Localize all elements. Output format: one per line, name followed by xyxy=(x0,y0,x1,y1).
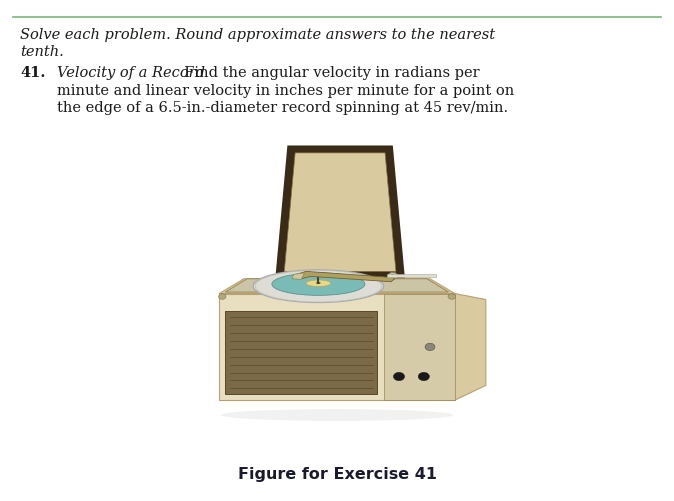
Bar xyxy=(384,294,455,400)
Circle shape xyxy=(388,273,398,280)
Circle shape xyxy=(448,294,456,300)
Circle shape xyxy=(419,373,429,381)
Ellipse shape xyxy=(317,283,320,284)
Circle shape xyxy=(218,294,226,300)
Polygon shape xyxy=(284,154,396,272)
Polygon shape xyxy=(275,146,405,282)
Ellipse shape xyxy=(253,271,384,303)
Polygon shape xyxy=(297,272,394,282)
Polygon shape xyxy=(225,279,449,293)
Ellipse shape xyxy=(255,271,381,303)
Bar xyxy=(225,312,377,394)
Text: 41.: 41. xyxy=(20,66,46,80)
Circle shape xyxy=(425,344,435,351)
Polygon shape xyxy=(455,294,486,400)
Text: Figure for Exercise 41: Figure for Exercise 41 xyxy=(237,466,437,481)
Ellipse shape xyxy=(272,273,365,296)
Ellipse shape xyxy=(306,281,331,287)
Circle shape xyxy=(394,373,404,381)
Ellipse shape xyxy=(221,409,453,421)
Polygon shape xyxy=(219,294,455,400)
Polygon shape xyxy=(387,275,436,278)
Text: Solve each problem. Round approximate answers to the nearest: Solve each problem. Round approximate an… xyxy=(20,28,495,42)
Text: Find the angular velocity in radians per: Find the angular velocity in radians per xyxy=(175,66,480,80)
Polygon shape xyxy=(292,273,305,280)
Text: the edge of a 6.5-in.-diameter record spinning at 45 rev/min.: the edge of a 6.5-in.-diameter record sp… xyxy=(57,101,508,115)
Text: minute and linear velocity in inches per minute for a point on: minute and linear velocity in inches per… xyxy=(57,84,514,98)
Polygon shape xyxy=(219,279,455,294)
Text: Velocity of a Record: Velocity of a Record xyxy=(57,66,206,80)
Text: tenth.: tenth. xyxy=(20,45,64,59)
